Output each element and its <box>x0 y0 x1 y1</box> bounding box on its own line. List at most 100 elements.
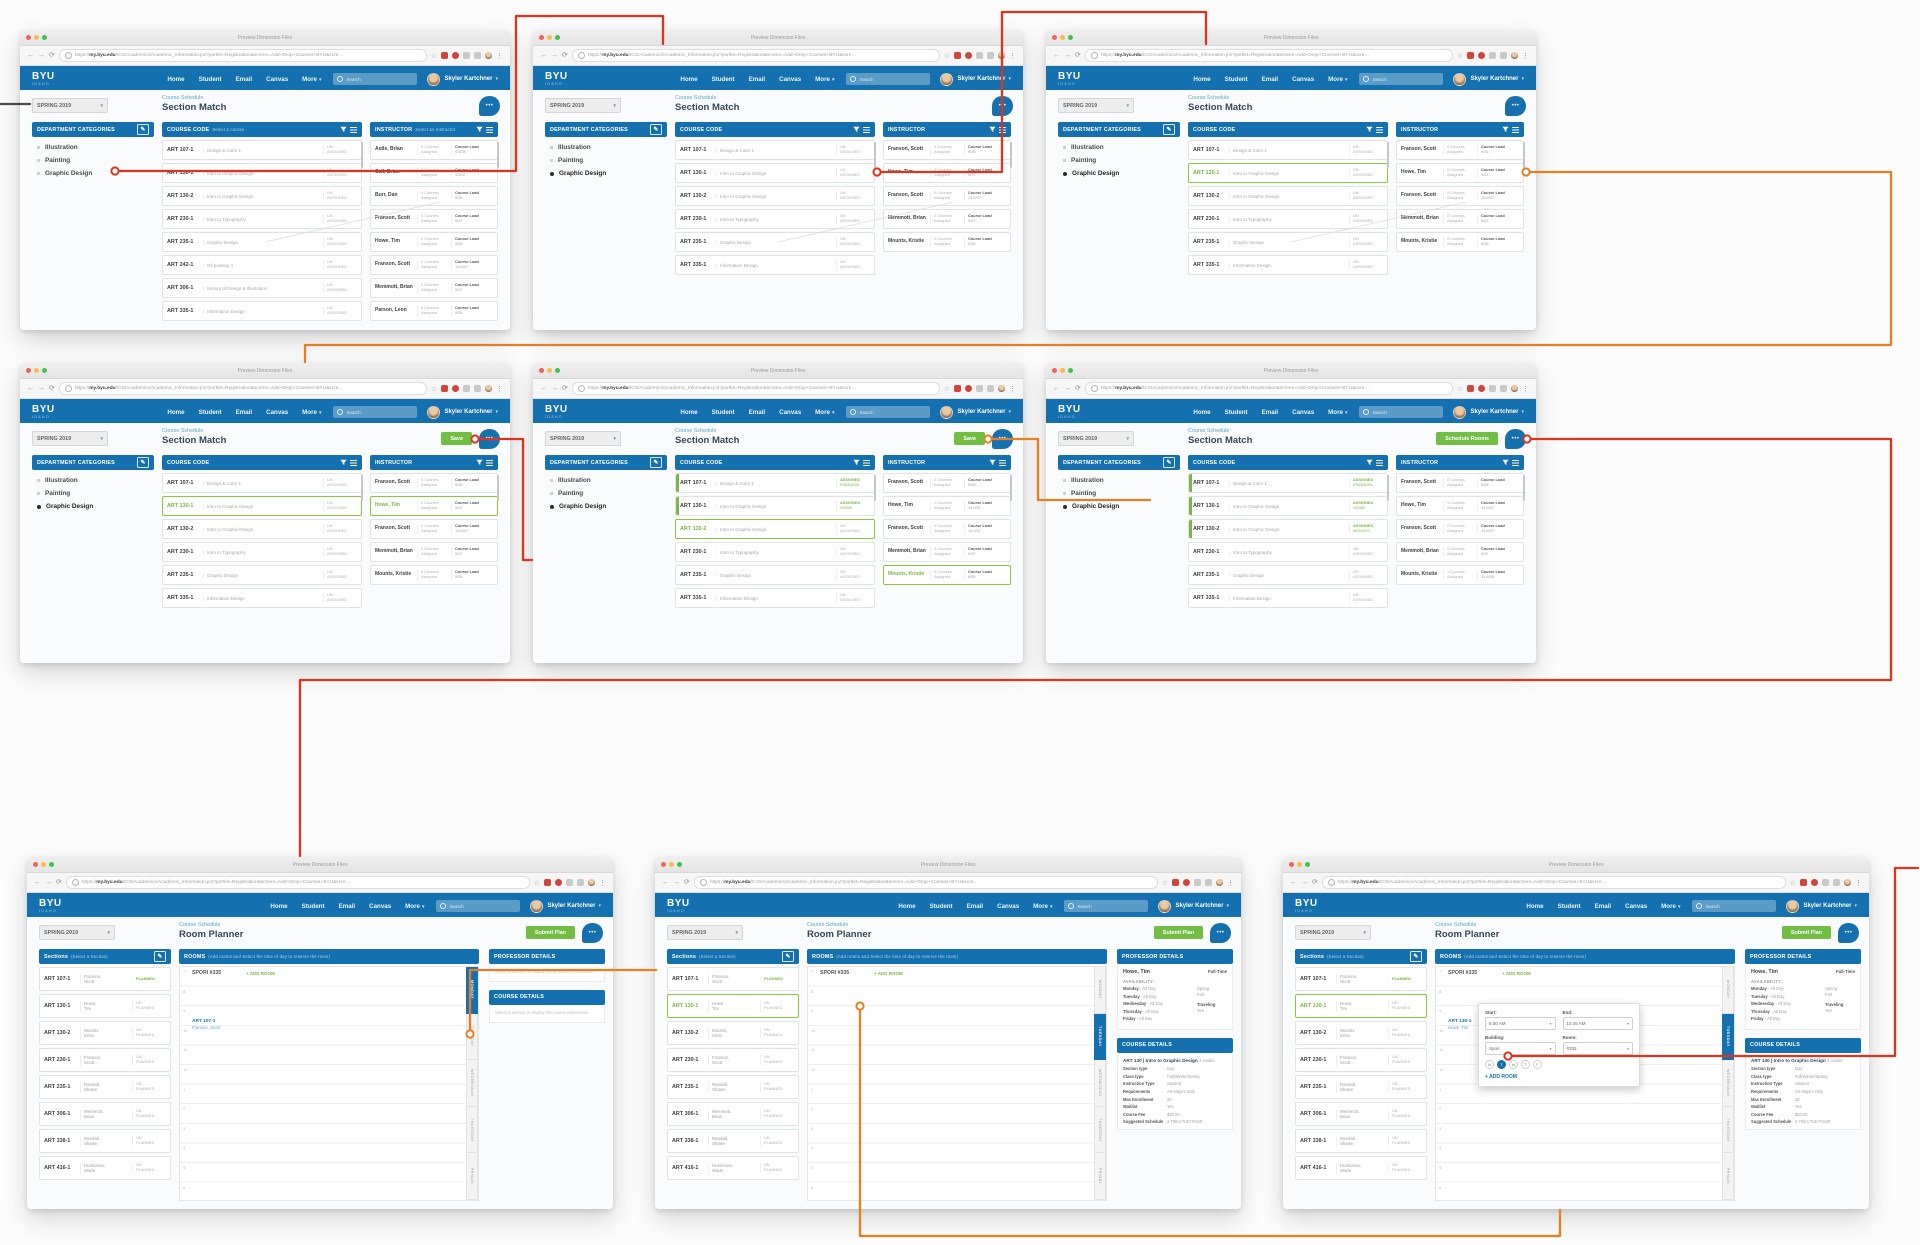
term-selector[interactable]: SPRING 2019 ▾ <box>545 431 621 446</box>
extension-icon-gray-2[interactable] <box>1833 879 1840 886</box>
bookmark-star-icon[interactable]: ☆ <box>1456 385 1463 393</box>
edit-icon[interactable]: ✎ <box>1163 457 1175 468</box>
department-item-painting[interactable]: Painting <box>1060 157 1178 164</box>
instructor-row[interactable]: Howe, Tim 0 Courses Assigned Course Load 9/3… <box>1396 163 1524 183</box>
instructor-row[interactable]: Memmott, Brian 0 Courses Assigned Course Lo… <box>883 209 1011 229</box>
term-selector[interactable]: SPRING 2019 ▾ <box>1295 925 1371 940</box>
time-start-select[interactable]: 8:00 AM ▾ <box>1485 1017 1556 1030</box>
section-row[interactable]: ART 235-1 Randall, Shawn UN PLANNED <box>39 1075 171 1099</box>
user-name[interactable]: Skyler Kartchner <box>444 409 493 415</box>
url-bar[interactable]: https://my.byu.edu/ICS/Academics/Academi… <box>1321 876 1786 889</box>
profile-avatar-icon[interactable] <box>1216 879 1223 886</box>
back-icon[interactable]: ← <box>1053 52 1060 59</box>
day-tab-thursday[interactable]: THURSDAY <box>466 1106 478 1154</box>
profile-avatar-icon[interactable] <box>998 385 1005 392</box>
extension-icon-gray-2[interactable] <box>987 52 994 59</box>
section-row[interactable]: ART 235-1 Randall, Shawn UN PLANNED <box>667 1075 799 1099</box>
url-bar[interactable]: https://my.byu.edu/ICS/Academics/Academi… <box>58 382 427 395</box>
global-search-input[interactable]: Search <box>846 406 931 418</box>
chevron-down-icon[interactable]: ▾ <box>1854 903 1857 909</box>
day-tab-tuesday[interactable]: TUESDAY <box>466 1013 478 1061</box>
forward-icon[interactable]: → <box>1064 385 1071 392</box>
user-name[interactable]: Skyler Kartchner <box>444 76 493 82</box>
instructor-row[interactable]: Franson, Scott 0 Courses Assigned Course Lo… <box>883 519 1011 539</box>
profile-avatar-icon[interactable] <box>1511 385 1518 392</box>
day-tab-tuesday[interactable]: TUESDAY <box>1094 1013 1106 1061</box>
instructor-row[interactable]: Franson, Scott 0 Courses Assigned Course Lo… <box>883 473 1011 493</box>
day-tab-wednesday[interactable]: WEDNESDAY <box>1722 1060 1734 1107</box>
zoom-button[interactable] <box>555 368 560 373</box>
section-row[interactable]: ART 130-1 Howe, Tim UN PLANNED <box>39 994 171 1018</box>
course-row[interactable]: ART 235-1 Graphic Design UN ASSIGNED <box>162 565 362 585</box>
section-row[interactable]: ART 230-1 Franson, Scott UN PLANNED <box>1295 1048 1427 1072</box>
help-bubble-button[interactable]: ••• <box>992 429 1013 449</box>
browser-menu-icon[interactable]: ⋮ <box>1522 385 1529 393</box>
refresh-icon[interactable]: ⟳ <box>49 52 55 59</box>
list-view-icon[interactable] <box>999 459 1006 466</box>
user-avatar[interactable] <box>1453 405 1467 419</box>
nav-item-canvas[interactable]: Canvas <box>997 902 1020 910</box>
instructor-row[interactable]: Burr, Dan 0 Courses Assigned Course Load 9/3… <box>370 186 498 206</box>
zoom-button[interactable] <box>49 862 54 867</box>
user-name[interactable]: Skyler Kartchner <box>1470 76 1519 82</box>
instructor-row[interactable]: Memmott, Brian 0 Courses Assigned Course Lo… <box>370 278 498 298</box>
department-item-illustration[interactable]: Illustration <box>1060 144 1178 151</box>
course-row[interactable]: ART 130-2 Intro to Graphic Design ASSIGNED… <box>1188 519 1388 539</box>
instructor-row[interactable]: Franson, Scott 0 Courses Assigned Course Lo… <box>1396 140 1524 160</box>
forward-icon[interactable]: → <box>551 385 558 392</box>
green-action-button[interactable]: Save <box>954 432 985 445</box>
instructor-row[interactable]: Howe, Tim 1 Courses Assigned Course Load 13.… <box>883 496 1011 516</box>
list-view-icon[interactable] <box>863 459 870 466</box>
back-icon[interactable]: ← <box>540 385 547 392</box>
nav-item-more[interactable]: More ▾ <box>815 75 835 83</box>
breadcrumb[interactable]: Course Schedule <box>1435 922 1477 928</box>
breadcrumb[interactable]: Course Schedule <box>675 428 717 434</box>
profile-avatar-icon[interactable] <box>588 879 595 886</box>
scrollbar-thumb[interactable] <box>1009 475 1012 501</box>
zoom-button[interactable] <box>677 862 682 867</box>
nav-item-more[interactable]: More ▾ <box>1328 75 1348 83</box>
course-row[interactable]: ART 335-1 Information Design UN ASSIGNED <box>1188 255 1388 275</box>
course-row[interactable]: ART 130-1 Intro to Graphic Design UN ASSIGN… <box>1188 163 1388 183</box>
nav-item-student[interactable]: Student <box>198 75 222 83</box>
course-row[interactable]: ART 230-1 Intro to Typography UN ASSIGNED <box>162 542 362 562</box>
extension-icon-gray-1[interactable] <box>1822 879 1829 886</box>
instructor-row[interactable]: Memmott, Brian 0 Courses Assigned Course Lo… <box>370 542 498 562</box>
forward-icon[interactable]: → <box>673 879 680 886</box>
section-row[interactable]: ART 416-1 Huntsman, Wade UN PLANNED <box>1295 1156 1427 1180</box>
bookmark-star-icon[interactable]: ☆ <box>1789 879 1796 887</box>
list-view-icon[interactable] <box>1376 459 1383 466</box>
browser-menu-icon[interactable]: ⋮ <box>599 879 606 887</box>
site-info-icon[interactable] <box>577 385 585 392</box>
back-icon[interactable]: ← <box>34 879 41 886</box>
nav-item-canvas[interactable]: Canvas <box>1625 902 1648 910</box>
building-select[interactable]: Spori ▾ <box>1485 1042 1556 1055</box>
section-row[interactable]: ART 416-1 Huntsman, Wade UN PLANNED <box>39 1156 171 1180</box>
day-toggle[interactable]: W <box>1509 1060 1518 1069</box>
day-toggle[interactable]: T <box>1521 1060 1530 1069</box>
filter-icon[interactable] <box>989 126 996 133</box>
green-action-button[interactable]: Schedule Rooms <box>1436 432 1498 445</box>
green-action-button[interactable]: Save <box>441 432 472 445</box>
section-row[interactable]: ART 107-1 Franson, Scott PLANNED <box>39 967 171 991</box>
course-row[interactable]: ART 107-1 Design & Color 1 UN ASSIGNED <box>1188 140 1388 160</box>
nav-item-home[interactable]: Home <box>680 75 698 83</box>
extension-icon-red-square[interactable] <box>1467 52 1474 59</box>
extension-icon-gray-2[interactable] <box>474 52 481 59</box>
back-icon[interactable]: ← <box>540 52 547 59</box>
section-row[interactable]: ART 306-1 Memmott, Brian UN PLANNED <box>667 1102 799 1126</box>
refresh-icon[interactable]: ⟳ <box>562 385 568 392</box>
nav-item-canvas[interactable]: Canvas <box>779 75 802 83</box>
edit-icon[interactable]: ✎ <box>1163 124 1175 135</box>
term-selector[interactable]: SPRING 2019 ▾ <box>32 98 108 113</box>
browser-menu-icon[interactable]: ⋮ <box>496 385 503 393</box>
instructor-row[interactable]: Parson, Leon 0 Courses Assigned Course Load… <box>370 301 498 321</box>
list-view-icon[interactable] <box>863 126 870 133</box>
edit-icon[interactable]: ✎ <box>650 457 662 468</box>
extension-icon-red-square[interactable] <box>441 385 448 392</box>
add-room-link[interactable]: + ADD ROOM <box>246 971 275 976</box>
course-row[interactable]: ART 235-1 Graphic Design UN ASSIGNED <box>162 232 362 252</box>
section-row[interactable]: ART 130-2 Mounts, Kristi UN PLANNED <box>39 1021 171 1045</box>
user-avatar[interactable] <box>530 899 544 913</box>
scrollbar-thumb[interactable] <box>1009 142 1012 168</box>
